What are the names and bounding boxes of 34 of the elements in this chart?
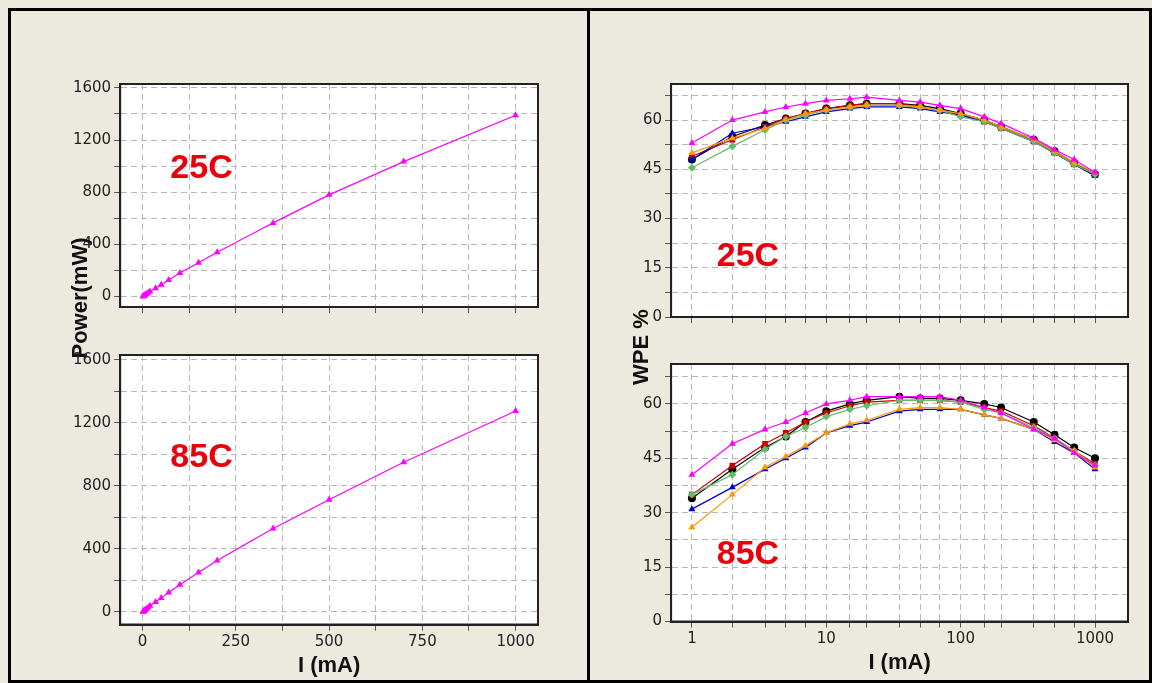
- y-tick-label: 30: [642, 502, 663, 521]
- annotation: 25C: [716, 234, 780, 273]
- x-axis-title: I (mA): [297, 651, 361, 677]
- y-tick-label: 30: [642, 208, 663, 227]
- y-tick-label: 15: [642, 557, 663, 576]
- y-tick-label: 400: [82, 538, 112, 557]
- x-tick-label: 1000: [496, 632, 535, 651]
- x-tick-label: 1: [687, 629, 697, 648]
- annotation: 85C: [716, 533, 780, 571]
- y-tick-label: 800: [82, 475, 112, 494]
- x-tick-label: 1000: [1075, 629, 1115, 648]
- y-tick-label: 15: [642, 257, 663, 276]
- x-tick-label: 10: [816, 629, 836, 648]
- y-tick-label: 800: [82, 182, 112, 201]
- y-tick-label: 0: [652, 611, 663, 630]
- y-axis-title: WPE %: [627, 309, 653, 385]
- y-tick-label: 45: [642, 448, 663, 467]
- x-tick-label: 250: [221, 632, 251, 651]
- y-tick-label: 1200: [72, 412, 112, 431]
- y-tick-label: 60: [642, 109, 663, 128]
- y-tick-label: 0: [101, 601, 112, 620]
- x-axis-title: I (mA): [868, 648, 931, 674]
- x-tick-label: 750: [408, 632, 437, 651]
- x-tick-label: 0: [137, 632, 148, 651]
- x-tick-label: 500: [314, 632, 344, 651]
- x-tick-label: 100: [946, 629, 975, 648]
- y-tick-label: 0: [652, 306, 663, 325]
- annotation: 25C: [170, 147, 233, 186]
- annotation: 85C: [170, 435, 233, 474]
- y-tick-label: 1200: [72, 129, 112, 148]
- y-tick-label: 0: [101, 286, 112, 305]
- y-tick-label: 60: [642, 393, 663, 412]
- y-tick-label: 45: [642, 159, 663, 178]
- y-tick-label: 1600: [72, 77, 112, 96]
